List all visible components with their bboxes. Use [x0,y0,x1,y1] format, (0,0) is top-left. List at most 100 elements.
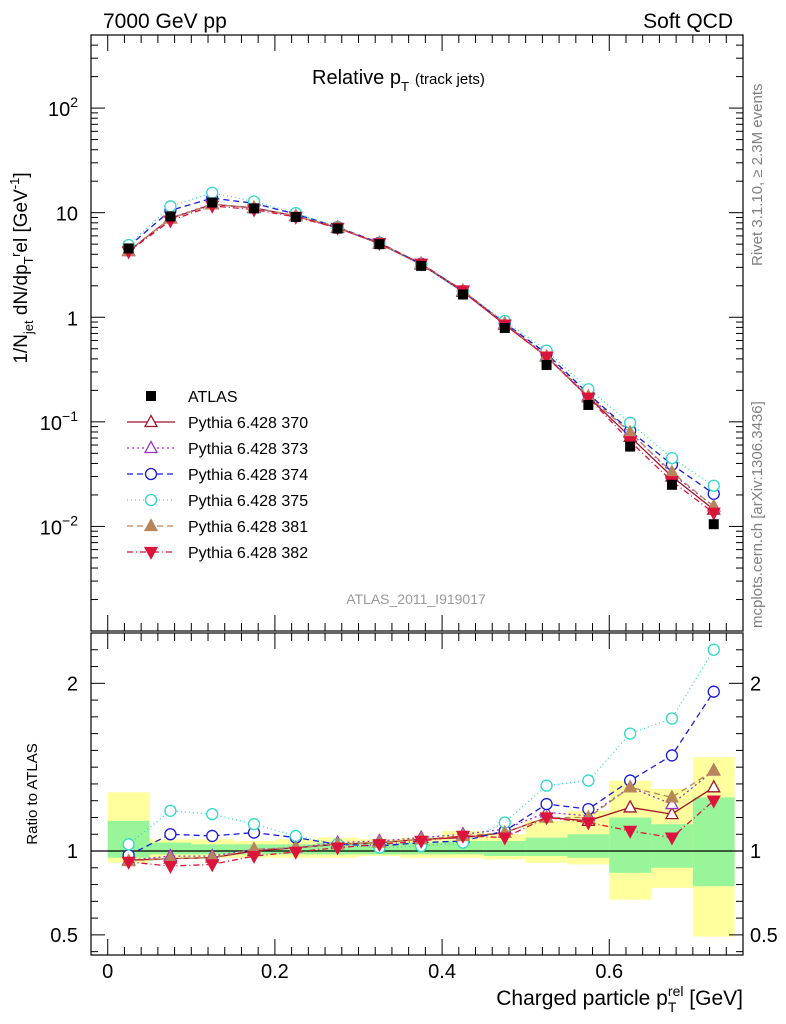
ratio-plot-area [91,643,743,937]
atlas-data-point [165,211,176,222]
ratio-line-p374 [128,691,715,856]
ratio-point-p374 [206,829,219,843]
ratio-point-p375 [122,838,135,851]
main-y-tick-label: 1 [67,308,78,330]
legend-item-p382: Pythia 6.428 382 [127,545,308,562]
header-left: 7000 GeV pp [103,10,227,33]
ratio-y-tick-label: 1 [67,841,78,863]
legend-item-p381: Pythia 6.428 381 [127,518,308,536]
ratio-line-p382 [128,800,715,867]
ratio-point-p382 [330,842,345,856]
main-series-atlas [123,197,719,530]
ratio-point-p370 [623,799,638,813]
legend-label: Pythia 6.428 382 [188,545,308,562]
main-line-p374 [128,197,715,495]
main-plot-frame [90,34,744,632]
x-tick-label: 0.4 [428,961,456,983]
ratio-point-p375 [164,804,177,817]
atlas-data-point [708,519,719,530]
x-axis-label: Charged particle pTrel [GeV] [496,983,743,1015]
main-point-p382 [706,507,721,521]
main-y-tick-label: 10−2 [40,512,78,539]
atlas-data-point [583,399,594,410]
main-y-axis: 102 10 1 10−1 10−2 [40,34,743,632]
ratio-point-p375 [206,807,219,821]
ratio-point-p381 [706,762,721,776]
legend-marker [143,546,159,560]
ratio-point-p373 [664,796,680,810]
ratio-point-p382 [163,860,178,874]
main-series-p381 [121,196,721,512]
ratio-point-p374 [665,749,679,762]
main-y-tick-label: 102 [48,94,78,121]
atlas-data-point [666,479,677,490]
atlas-data-point [457,289,468,300]
x-tick-label: 0.6 [595,961,623,983]
legend-item-p370: Pythia 6.428 370 [127,414,308,432]
ratio-point-p370 [664,806,680,820]
atlas-data-point [290,211,301,222]
ratio-point-p375 [582,774,595,787]
ratio-y-tick-label-right: 0.5 [750,925,778,947]
ratio-point-p374 [164,828,177,841]
x-axis-label-sup: rel [668,983,684,999]
legend-label: Pythia 6.428 374 [188,467,308,484]
legend-marker [146,391,156,401]
atlas-data-point [207,197,218,208]
title-suffix: (track jets) [415,71,485,88]
main-line-p373 [128,203,715,508]
ratio-point-p382 [414,835,429,849]
main-series-p373 [121,196,721,512]
legend-marker [143,518,159,532]
legend-marker [144,493,158,507]
x-tick-label: 0.2 [261,961,289,983]
ratio-series-p382 [121,795,721,874]
main-point-p382 [539,351,554,365]
ratio-point-p375 [707,643,720,656]
mcplots-label: mcplots.cern.ch [arXiv:1306.3436] [749,401,766,628]
rivet-label: Rivet 3.1.10, ≥ 2.3M events [749,84,766,267]
legend-marker [143,414,159,428]
legend-label: Pythia 6.428 373 [188,441,308,458]
atlas-data-point [541,359,552,370]
legend: ATLAS Pythia 6.428 370 Pythia 6.428 373 Pyt… [127,389,308,562]
ratio-point-p374 [707,685,720,698]
ratio-point-p382 [121,856,136,870]
ratio-point-p375 [624,727,637,740]
legend-item-p373: Pythia 6.428 373 [127,440,308,458]
ratio-point-p381 [664,789,680,803]
x-axis-label-sub: T [668,999,677,1015]
main-line-p370 [128,203,715,511]
x-tick-label: 0 [102,961,113,983]
main-plot-panel: 102 10 1 10−1 10−2 Relative pT (track jets) 1… [7,34,744,632]
ratio-point-p382 [539,812,554,826]
ratio-y-axis-label: Ratio to ATLAS [24,743,41,844]
legend-label: Pythia 6.428 370 [188,415,308,432]
ratio-point-p375 [540,779,553,792]
main-point-p375 [707,479,720,492]
uncertainty-band-inner [651,824,693,868]
ratio-point-p375 [247,818,261,831]
uncertainty-band-inner [692,797,735,887]
ratio-y-tick-label: 0.5 [50,925,78,947]
ratio-point-p375 [289,829,302,843]
atlas-data-point [625,441,636,452]
legend-label: Pythia 6.428 381 [188,519,308,536]
ratio-plot-panel: 0.5 0.5 1 1 2 2 0 0.2 0.4 0.6 Ratio to ATLAS Cha… [24,35,778,1015]
main-point-p375 [164,200,177,213]
ratio-y-tick-label: 2 [67,673,78,695]
legend-item-ATLAS: ATLAS [146,389,238,406]
legend-marker [144,467,158,481]
watermark: ATLAS_2011_I919017 [346,591,486,607]
main-point-p382 [581,392,596,406]
uncertainty-band-inner [483,840,526,857]
main-y-tick-label: 10−1 [40,408,78,435]
ratio-x-axis: 0 0.2 0.4 0.6 [102,35,727,983]
ratio-point-p381 [623,779,638,793]
main-point-p375 [665,451,679,465]
main-plot-title: Relative pT (track jets) [312,67,485,94]
ratio-point-p382 [372,839,387,853]
header-right: Soft QCD [643,10,733,33]
main-y-axis-label: 1/Njet dN/dpTrel [GeV-1] [7,172,36,363]
atlas-data-point [123,243,134,254]
